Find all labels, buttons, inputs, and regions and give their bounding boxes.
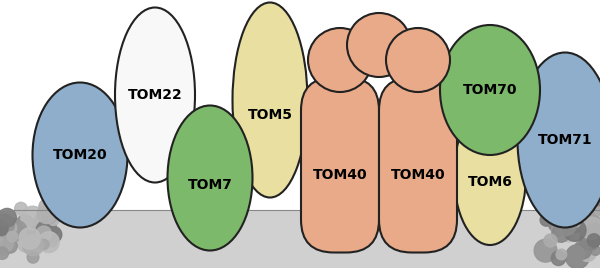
Circle shape [2,220,17,235]
Circle shape [565,213,584,232]
Circle shape [0,218,23,241]
Circle shape [548,217,563,232]
Circle shape [0,209,16,227]
Circle shape [48,238,57,247]
Ellipse shape [233,2,308,198]
Circle shape [586,203,593,211]
Circle shape [587,223,600,238]
Circle shape [7,221,27,240]
Circle shape [580,217,600,239]
FancyBboxPatch shape [301,77,379,252]
Circle shape [0,247,8,259]
Circle shape [38,232,59,252]
FancyBboxPatch shape [379,77,457,252]
Circle shape [556,249,567,260]
Circle shape [27,251,39,263]
Circle shape [587,217,600,235]
Circle shape [580,230,600,250]
Circle shape [544,234,557,247]
Circle shape [574,241,592,259]
Circle shape [308,28,372,92]
Bar [0,210,600,268]
Circle shape [564,233,572,242]
Circle shape [19,228,40,249]
Circle shape [43,208,58,224]
Circle shape [571,210,580,218]
Circle shape [554,214,577,236]
Circle shape [5,223,24,242]
Text: TOM40: TOM40 [313,168,367,182]
Circle shape [569,201,593,225]
Circle shape [563,219,586,241]
Circle shape [2,238,17,253]
Circle shape [552,224,570,242]
Circle shape [16,215,34,234]
Circle shape [553,210,571,227]
Text: TOM7: TOM7 [188,178,232,192]
Circle shape [14,202,27,215]
Circle shape [386,28,450,92]
Circle shape [7,231,17,242]
Circle shape [14,224,28,238]
Circle shape [0,240,12,255]
Circle shape [31,225,43,236]
Circle shape [38,239,49,250]
Circle shape [571,219,580,227]
Circle shape [567,245,584,263]
Ellipse shape [517,53,600,228]
Circle shape [34,214,51,231]
Circle shape [578,202,599,224]
Circle shape [0,236,13,252]
Circle shape [48,215,59,225]
Circle shape [578,224,589,234]
Text: TOM20: TOM20 [53,148,107,162]
Text: TOM70: TOM70 [463,83,517,97]
Circle shape [347,13,411,77]
Ellipse shape [167,106,253,251]
Circle shape [578,244,596,262]
Circle shape [18,237,32,252]
Circle shape [21,206,44,230]
Circle shape [28,226,42,241]
Circle shape [22,234,44,256]
Circle shape [37,205,56,224]
Text: TOM5: TOM5 [248,108,293,122]
Circle shape [534,239,557,262]
Circle shape [595,207,600,216]
Text: TOM6: TOM6 [467,175,512,189]
Circle shape [46,227,62,243]
Circle shape [551,224,564,236]
Ellipse shape [32,83,128,228]
Circle shape [1,217,14,230]
Circle shape [559,222,570,233]
Circle shape [36,226,52,241]
Circle shape [0,220,8,236]
Circle shape [586,197,600,216]
Circle shape [39,199,55,215]
Circle shape [544,209,553,217]
Text: TOM71: TOM71 [538,133,592,147]
Circle shape [569,211,587,230]
Circle shape [590,246,600,255]
Circle shape [42,204,58,221]
Text: TOM22: TOM22 [128,88,182,102]
Ellipse shape [454,105,526,245]
Circle shape [36,220,58,242]
Ellipse shape [115,8,195,183]
Text: TOM40: TOM40 [391,168,445,182]
Ellipse shape [440,25,540,155]
Circle shape [540,214,553,226]
Circle shape [0,214,14,235]
Circle shape [577,198,596,218]
Circle shape [551,251,566,266]
Circle shape [587,234,600,247]
Circle shape [566,245,589,268]
